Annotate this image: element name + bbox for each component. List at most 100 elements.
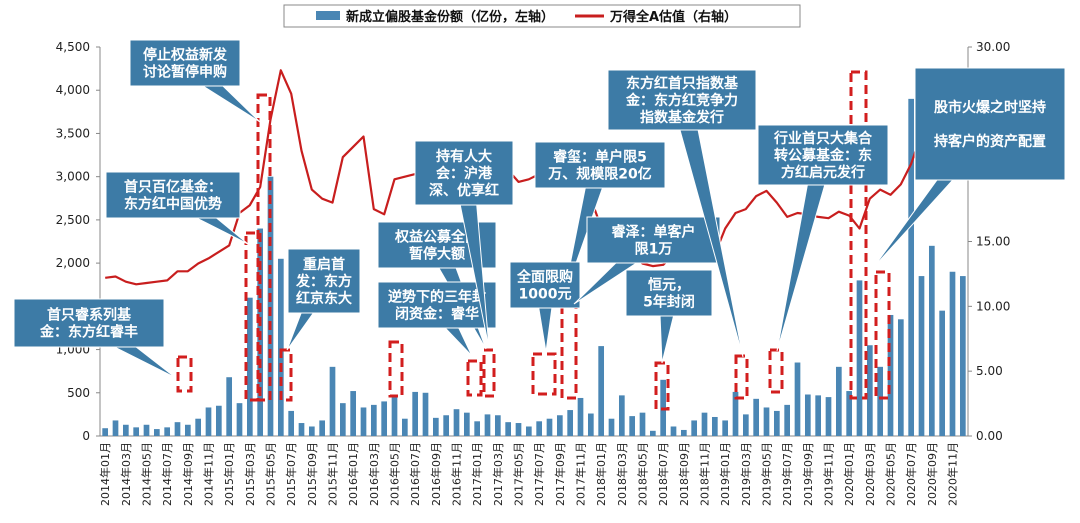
bar — [691, 420, 698, 436]
bar — [732, 391, 739, 436]
callout-text: 全面限购 — [516, 269, 573, 286]
callout-text: 行业首只大集合 — [773, 130, 873, 147]
x-tick-label: 2018年09月 — [677, 442, 691, 506]
bar-series — [102, 98, 966, 436]
bar — [422, 392, 429, 436]
x-tick-label: 2016年09月 — [429, 442, 443, 506]
bar — [763, 407, 770, 436]
bar — [360, 407, 367, 436]
bar — [928, 245, 935, 436]
highlight-marker — [734, 354, 749, 400]
x-tick-label: 2018年07月 — [656, 442, 670, 506]
bar — [587, 413, 594, 436]
x-tick-label: 2017年05月 — [512, 442, 526, 506]
bar — [742, 414, 749, 436]
callout-text: 首只睿系列基 — [47, 307, 132, 324]
callout-text: 逆势下的三年封 — [388, 289, 486, 306]
bar — [288, 410, 295, 436]
highlight-markers — [176, 70, 891, 411]
highlight-marker — [482, 348, 496, 398]
x-tick-label: 2016年01月 — [346, 442, 360, 506]
highlight-marker — [388, 340, 404, 398]
bar — [112, 420, 119, 436]
bar — [784, 404, 791, 436]
highlight-marker — [466, 359, 483, 397]
callout-text: 讨论暂停申购 — [143, 64, 227, 81]
left-tick-label: 4,500 — [56, 40, 90, 54]
callout-text: 首只百亿基金： — [124, 179, 222, 196]
bar — [102, 428, 109, 436]
callout-text: 暂停大额 — [409, 246, 465, 263]
callout-text: 金：东方红竞争力 — [625, 92, 738, 109]
x-tick-label: 2020年05月 — [884, 442, 898, 506]
highlight-marker — [256, 93, 272, 402]
bar — [546, 418, 553, 436]
x-tick-label: 2015年07月 — [284, 442, 298, 506]
bar — [794, 362, 801, 436]
x-tick-label: 2014年07月 — [160, 442, 174, 506]
callout-text: 睿玺：单户限5 — [552, 149, 647, 166]
callout-box — [625, 269, 713, 317]
callout-text: 权益公募全面 — [394, 229, 479, 246]
bar — [536, 421, 543, 436]
bar — [598, 346, 605, 436]
x-tick-label: 2018年01月 — [594, 442, 608, 506]
x-tick-label: 2015年03月 — [243, 442, 257, 506]
legend-box — [283, 4, 801, 28]
callout-text: 转公募基金：东 — [774, 147, 872, 164]
bar — [753, 398, 760, 436]
x-tick-label: 2017年03月 — [491, 442, 505, 506]
bar — [773, 410, 780, 436]
callout-text: 深、优享红 — [429, 182, 499, 199]
bar — [856, 280, 863, 436]
callout-box — [914, 67, 1066, 181]
x-tick-label: 2014年03月 — [119, 442, 133, 506]
bar — [649, 430, 656, 436]
callout-box — [287, 248, 361, 314]
bar — [949, 271, 956, 436]
x-tick-label: 2016年07月 — [408, 442, 422, 506]
bar — [722, 420, 729, 436]
bar — [866, 345, 873, 436]
x-tick-label: 2017年01月 — [470, 442, 484, 506]
bar — [959, 276, 966, 436]
x-tick-label: 2020年07月 — [904, 442, 918, 506]
bar — [918, 276, 925, 436]
callout-text: 方红启元发行 — [781, 164, 865, 181]
bar — [815, 395, 822, 436]
highlight-marker — [560, 298, 578, 400]
bar — [339, 403, 346, 436]
callout-box — [13, 298, 165, 348]
legend-line-label: 万得全A估值（右轴） — [609, 9, 737, 25]
bar — [494, 415, 501, 436]
callout-box — [377, 281, 497, 329]
legend-bar-label: 新成立偏股基金份额（亿份，左轴） — [346, 9, 554, 25]
bar — [401, 418, 408, 436]
x-tick-label: 2016年11月 — [450, 442, 464, 506]
highlight-marker — [279, 348, 293, 402]
bar — [350, 391, 357, 436]
x-tick-label: 2020年03月 — [863, 442, 877, 506]
bar — [701, 412, 708, 436]
bar — [825, 397, 832, 436]
left-tick-label: 3,000 — [56, 170, 90, 184]
left-tick-label: 2,000 — [56, 256, 90, 270]
bar — [195, 418, 202, 436]
bar — [525, 426, 532, 436]
callout-text: 恒元， — [648, 277, 690, 294]
bar — [484, 414, 491, 436]
bar — [370, 404, 377, 436]
callout-text: 金：东方红睿丰 — [39, 324, 138, 341]
x-tick-label: 2019年09月 — [801, 442, 815, 506]
left-tick-label: 0 — [82, 429, 90, 443]
callout-box — [414, 140, 514, 206]
right-tick-label: 5.00 — [976, 364, 1003, 378]
callout-text: 东方红中国优势 — [124, 196, 222, 213]
callout-text: 闭资金：睿华 — [395, 306, 479, 323]
bar — [381, 401, 388, 436]
